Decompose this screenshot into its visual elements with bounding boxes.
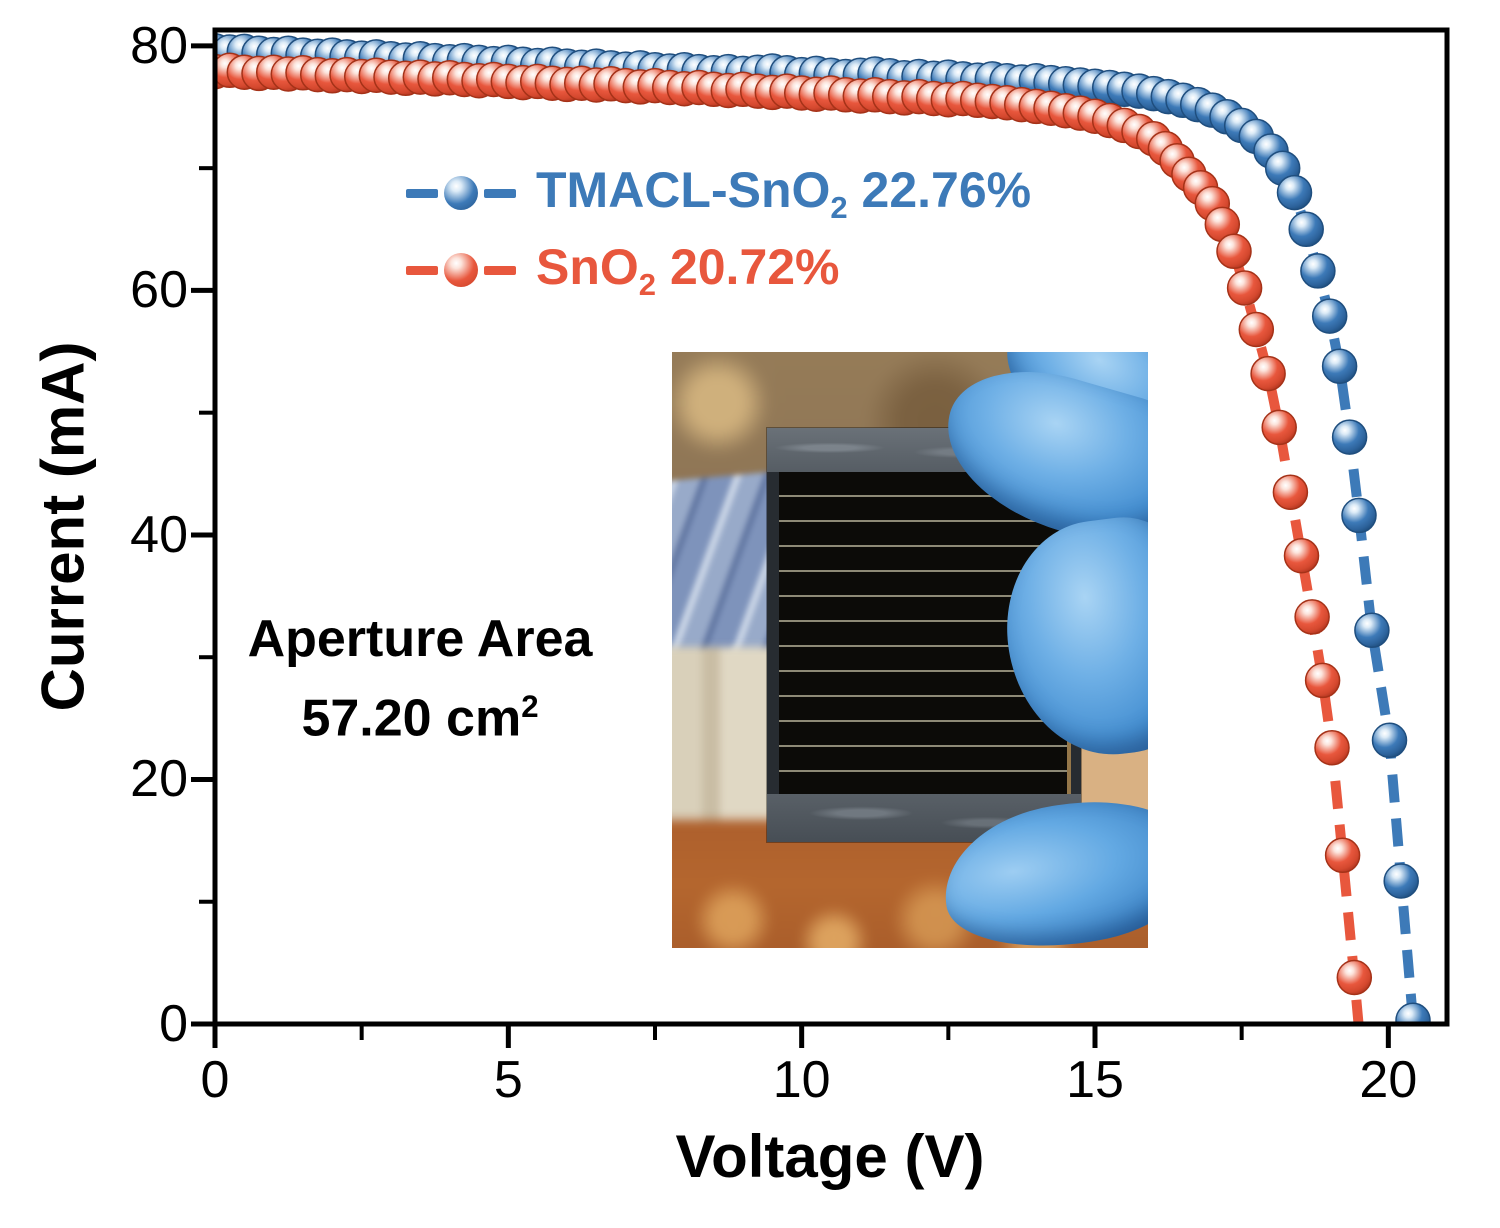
- legend-dash-icon: [484, 265, 516, 275]
- legend: TMACL-SnO2 22.76% SnO2 20.72%: [406, 162, 1031, 302]
- x-tick-label: 20: [1359, 1051, 1418, 1109]
- x-tick-label: 15: [1066, 1051, 1124, 1109]
- x-tick-label: 10: [772, 1051, 831, 1109]
- legend-sphere-marker-icon: [444, 253, 478, 287]
- legend-dash-icon: [484, 188, 516, 198]
- x-tick-label: 0: [200, 1051, 230, 1109]
- legend-sphere-marker-icon: [444, 176, 478, 210]
- legend-label: SnO2 20.72%: [536, 238, 840, 302]
- legend-item-sno2: SnO2 20.72%: [406, 239, 1031, 302]
- y-tick-label: 40: [130, 505, 188, 564]
- legend-item-tmacl-sno2: TMACL-SnO2 22.76%: [406, 162, 1031, 225]
- y-tick-label: 0: [159, 995, 188, 1053]
- legend-dash-icon: [406, 188, 438, 198]
- legend-dash-icon: [406, 265, 438, 275]
- inset-photo: [672, 352, 1148, 948]
- aperture-area-annotation: Aperture Area 57.20 cm2: [247, 610, 593, 748]
- x-tick-label: 5: [493, 1051, 523, 1109]
- x-axis-title: Voltage (V): [675, 1123, 985, 1190]
- y-tick-label: 80: [130, 16, 188, 75]
- legend-label: TMACL-SnO2 22.76%: [536, 161, 1032, 225]
- y-tick-label: 60: [130, 261, 188, 320]
- y-tick-label: 20: [130, 750, 188, 809]
